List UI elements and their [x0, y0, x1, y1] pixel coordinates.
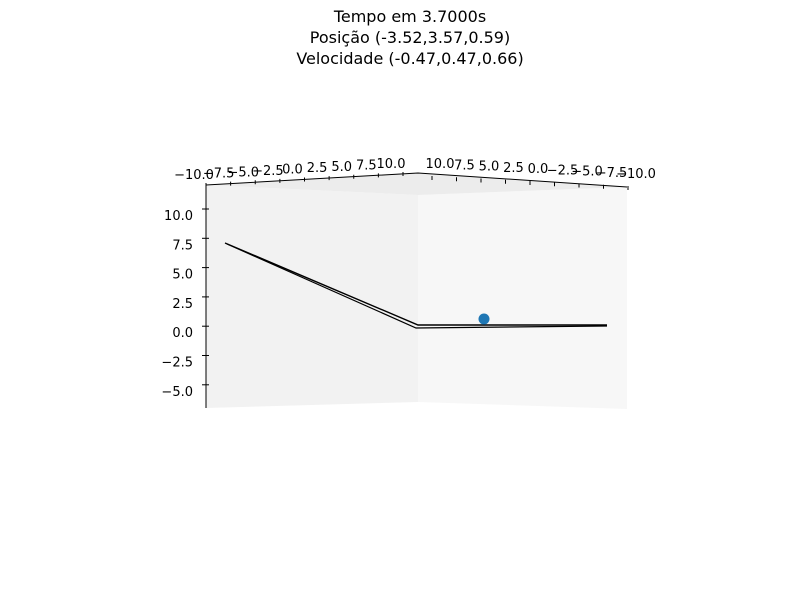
- x-tick-label: −10.0: [174, 168, 214, 183]
- x-tick-label: 0.0: [282, 163, 303, 178]
- z-tick-label: 10.0: [164, 209, 193, 224]
- title-line-time: Tempo em 3.7000s: [333, 7, 486, 26]
- z-tick-label: 2.5: [172, 297, 193, 312]
- x-tick-label: −7.5: [203, 167, 235, 182]
- y-axis-ticks: 10.0 7.5 5.0 2.5 0.0−2.5−5.0−7.5−10.0: [426, 157, 656, 190]
- title-line-velocity: Velocidade (-0.47,0.47,0.66): [296, 49, 523, 68]
- z-tick-label: 7.5: [172, 238, 193, 253]
- x-tick-label: 2.5: [307, 161, 328, 176]
- x-tick-label: 10.0: [377, 157, 406, 172]
- y-tick-label: 10.0: [426, 157, 455, 172]
- chart-title: Tempo em 3.7000s Posição (-3.52,3.57,0.5…: [296, 7, 523, 68]
- y-tick-label: −5.0: [571, 165, 603, 180]
- z-tick-label: −5.0: [161, 385, 193, 400]
- y-tick-label: −10.0: [616, 167, 656, 182]
- x-tick-label: 7.5: [356, 158, 377, 173]
- title-line-position: Posição (-3.52,3.57,0.59): [310, 28, 510, 47]
- y-tick-label: −2.5: [547, 163, 579, 178]
- x-tick-label: −5.0: [227, 165, 259, 180]
- x-tick-label: −2.5: [252, 164, 284, 179]
- z-axis-ticks: 10.0 7.5 5.0 2.5 0.0 −2.5 −5.0: [161, 208, 209, 400]
- pane-back-right: [418, 187, 627, 409]
- x-tick-label: 5.0: [331, 160, 352, 175]
- pane-back-left: [206, 185, 418, 408]
- trajectory-line: [224, 242, 607, 326]
- z-tick-label: 5.0: [172, 268, 193, 283]
- y-tick-label: 2.5: [503, 161, 524, 176]
- xy-axis-line: [205, 172, 628, 188]
- y-tick-label: 5.0: [479, 160, 500, 175]
- y-tick-label: −7.5: [596, 166, 628, 181]
- z-tick-label: −2.5: [161, 356, 193, 371]
- x-axis-ticks: −10.0−7.5−5.0−2.50.0 2.5 5.0 7.5 10.0: [174, 157, 405, 187]
- y-tick-label: 0.0: [528, 162, 549, 177]
- trajectory-line-inner: [226, 243, 608, 329]
- position-marker: [478, 313, 490, 325]
- pane-top: [206, 173, 627, 195]
- z-tick-label: 0.0: [172, 326, 193, 341]
- y-tick-label: 7.5: [454, 158, 475, 173]
